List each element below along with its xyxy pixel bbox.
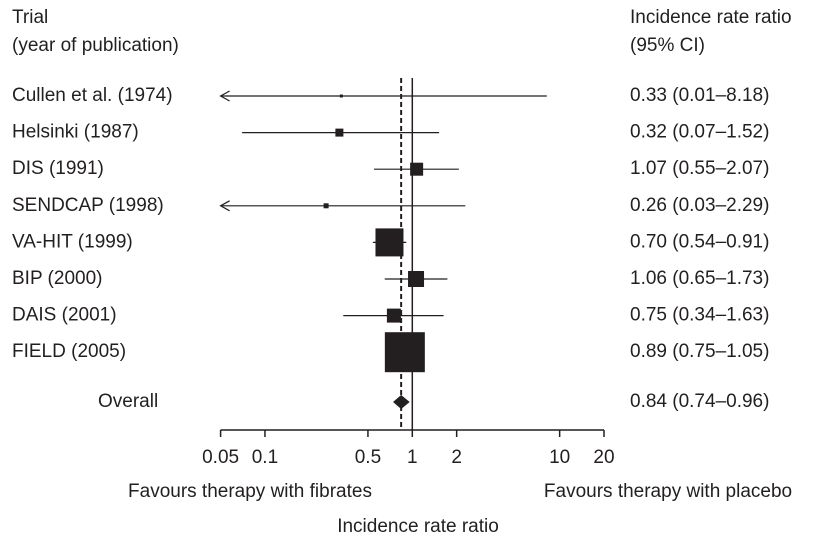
left-label: Favours therapy with fibrates bbox=[128, 481, 372, 502]
overall-diamond bbox=[393, 395, 410, 409]
estimate-box bbox=[386, 308, 401, 323]
estimate-box bbox=[339, 94, 343, 98]
ci-label: 0.33 (0.01–8.18) bbox=[630, 85, 769, 106]
ci-label: 0.89 (0.75–1.05) bbox=[630, 341, 769, 362]
overall-ci-label: 0.84 (0.74–0.96) bbox=[630, 391, 769, 412]
x-tick-label: 0.5 bbox=[355, 447, 381, 468]
x-tick-label: 2 bbox=[451, 447, 462, 468]
trial-label: Cullen et al. (1974) bbox=[12, 85, 173, 106]
x-tick-label: 1 bbox=[407, 447, 418, 468]
ci-arrow bbox=[219, 200, 230, 212]
trial-label: VA-HIT (1999) bbox=[12, 231, 133, 252]
ci-label: 0.26 (0.03–2.29) bbox=[630, 195, 769, 216]
trial-label: BIP (2000) bbox=[12, 268, 102, 289]
estimate-box bbox=[410, 162, 424, 176]
ci-label: 0.32 (0.07–1.52) bbox=[630, 122, 769, 143]
header-right: (95% CI) bbox=[630, 35, 705, 56]
x-tick-label: 0.05 bbox=[202, 447, 239, 468]
estimate-box bbox=[335, 128, 344, 137]
overall-label: Overall bbox=[98, 391, 158, 412]
header-right: Incidence rate ratio bbox=[630, 7, 792, 28]
x-tick-label: 10 bbox=[549, 447, 570, 468]
x-tick-label: 20 bbox=[593, 447, 614, 468]
estimate-box bbox=[408, 271, 425, 287]
ci-label: 0.70 (0.54–0.91) bbox=[630, 231, 769, 252]
header-left: Trial bbox=[12, 7, 48, 28]
ci-arrow bbox=[219, 90, 230, 102]
ci-label: 0.75 (0.34–1.63) bbox=[630, 305, 769, 326]
header-left: (year of publication) bbox=[12, 35, 179, 56]
x-axis-label: Incidence rate ratio bbox=[337, 516, 499, 537]
estimate-box bbox=[384, 332, 425, 373]
trial-label: FIELD (2005) bbox=[12, 341, 126, 362]
ci-label: 1.06 (0.65–1.73) bbox=[630, 268, 769, 289]
trial-label: DAIS (2001) bbox=[12, 305, 117, 326]
right-label: Favours therapy with placebo bbox=[544, 481, 792, 502]
estimate-box bbox=[323, 203, 329, 209]
trial-label: Helsinki (1987) bbox=[12, 122, 139, 143]
trial-label: SENDCAP (1998) bbox=[12, 195, 164, 216]
x-tick-label: 0.1 bbox=[252, 447, 278, 468]
trial-label: DIS (1991) bbox=[12, 158, 104, 179]
estimate-box bbox=[375, 228, 404, 257]
ci-label: 1.07 (0.55–2.07) bbox=[630, 158, 769, 179]
